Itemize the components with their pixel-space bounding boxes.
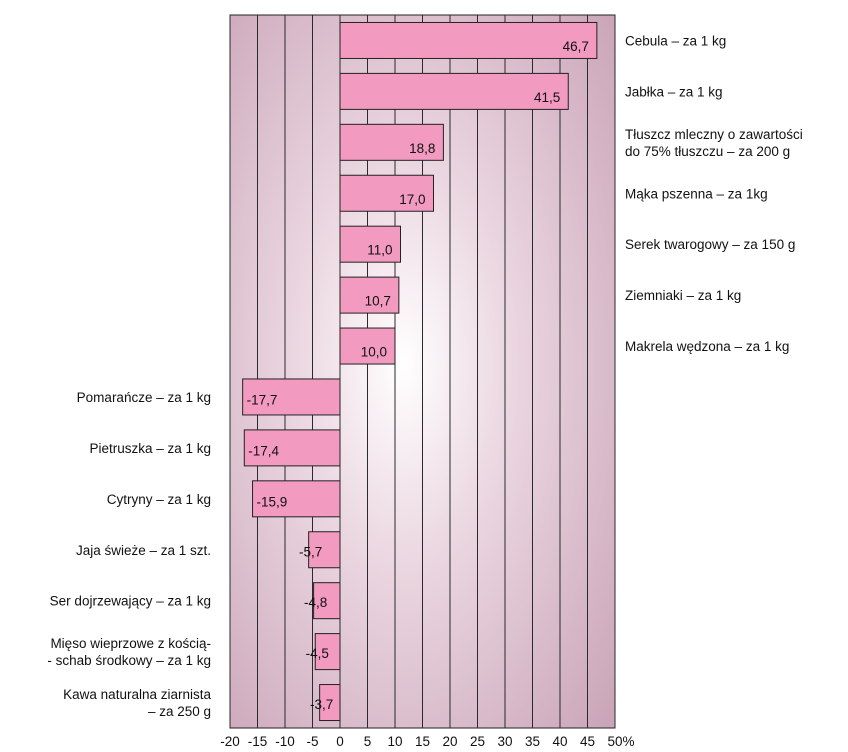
value-label: -4,8 [304,595,327,610]
bar [319,684,341,722]
category-label: Kawa naturalna ziarnista – za 250 g [63,687,211,719]
value-label: 18,8 [409,141,435,156]
category-label: Makrela wędzona – za 1 kg [625,339,789,354]
x-tick-label: 30 [497,734,512,749]
bar [339,174,434,212]
value-label: -17,4 [248,443,279,458]
value-label: 17,0 [399,192,425,207]
value-label: 10,7 [365,294,391,309]
value-label: -4,5 [306,646,329,661]
value-label: 10,0 [361,345,387,360]
bar [314,633,341,671]
bar [313,582,341,620]
value-label: 46,7 [563,39,589,54]
bar [339,225,401,263]
category-label: Tłuszcz mleczny o zawartości do 75% tłusz… [625,127,803,159]
bar [339,21,598,59]
category-label: Mąka pszenna – za 1kg [625,186,768,201]
x-tick-label: -10 [275,734,295,749]
bar [252,480,341,518]
x-tick-label: 40 [552,734,567,749]
bar [243,429,341,467]
category-label: Cebula – za 1 kg [625,33,726,48]
x-tick-label: 35 [525,734,540,749]
bar [339,327,396,365]
category-label: Pietruszka – za 1 kg [89,441,211,456]
bar [242,378,341,416]
bar [339,123,444,161]
bar [339,276,400,314]
x-tick-label: 50% [607,734,634,749]
value-label: 41,5 [534,90,560,105]
category-label: Cytryny – za 1 kg [107,492,211,507]
x-tick-label: 15 [415,734,430,749]
category-label: Jabłka – za 1 kg [625,84,723,99]
x-tick-label: -5 [306,734,318,749]
x-tick-label: 45 [580,734,595,749]
x-tick-label: 0 [336,734,344,749]
bar [339,72,569,110]
x-tick-label: -15 [248,734,268,749]
category-label: Ziemniaki – za 1 kg [625,288,741,303]
value-label: -17,7 [247,393,278,408]
category-label: Jaja świeże – za 1 szt. [76,543,211,558]
category-label: Mięso wieprzowe z kością-- schab środkow… [47,636,211,668]
category-label: Pomarańcze – za 1 kg [77,390,211,405]
x-tick-label: -20 [220,734,240,749]
value-label: -5,7 [299,544,322,559]
bar [308,531,341,569]
value-label: 11,0 [367,243,392,258]
x-tick-label: 25 [470,734,485,749]
x-tick-label: 5 [364,734,372,749]
category-label: Ser dojrzewający – za 1 kg [50,594,211,609]
x-tick-label: 20 [442,734,457,749]
value-label: -15,9 [257,494,288,509]
value-label: -3,7 [310,697,333,712]
category-label: Serek twarogowy – za 150 g [625,237,795,252]
x-tick-label: 10 [387,734,402,749]
